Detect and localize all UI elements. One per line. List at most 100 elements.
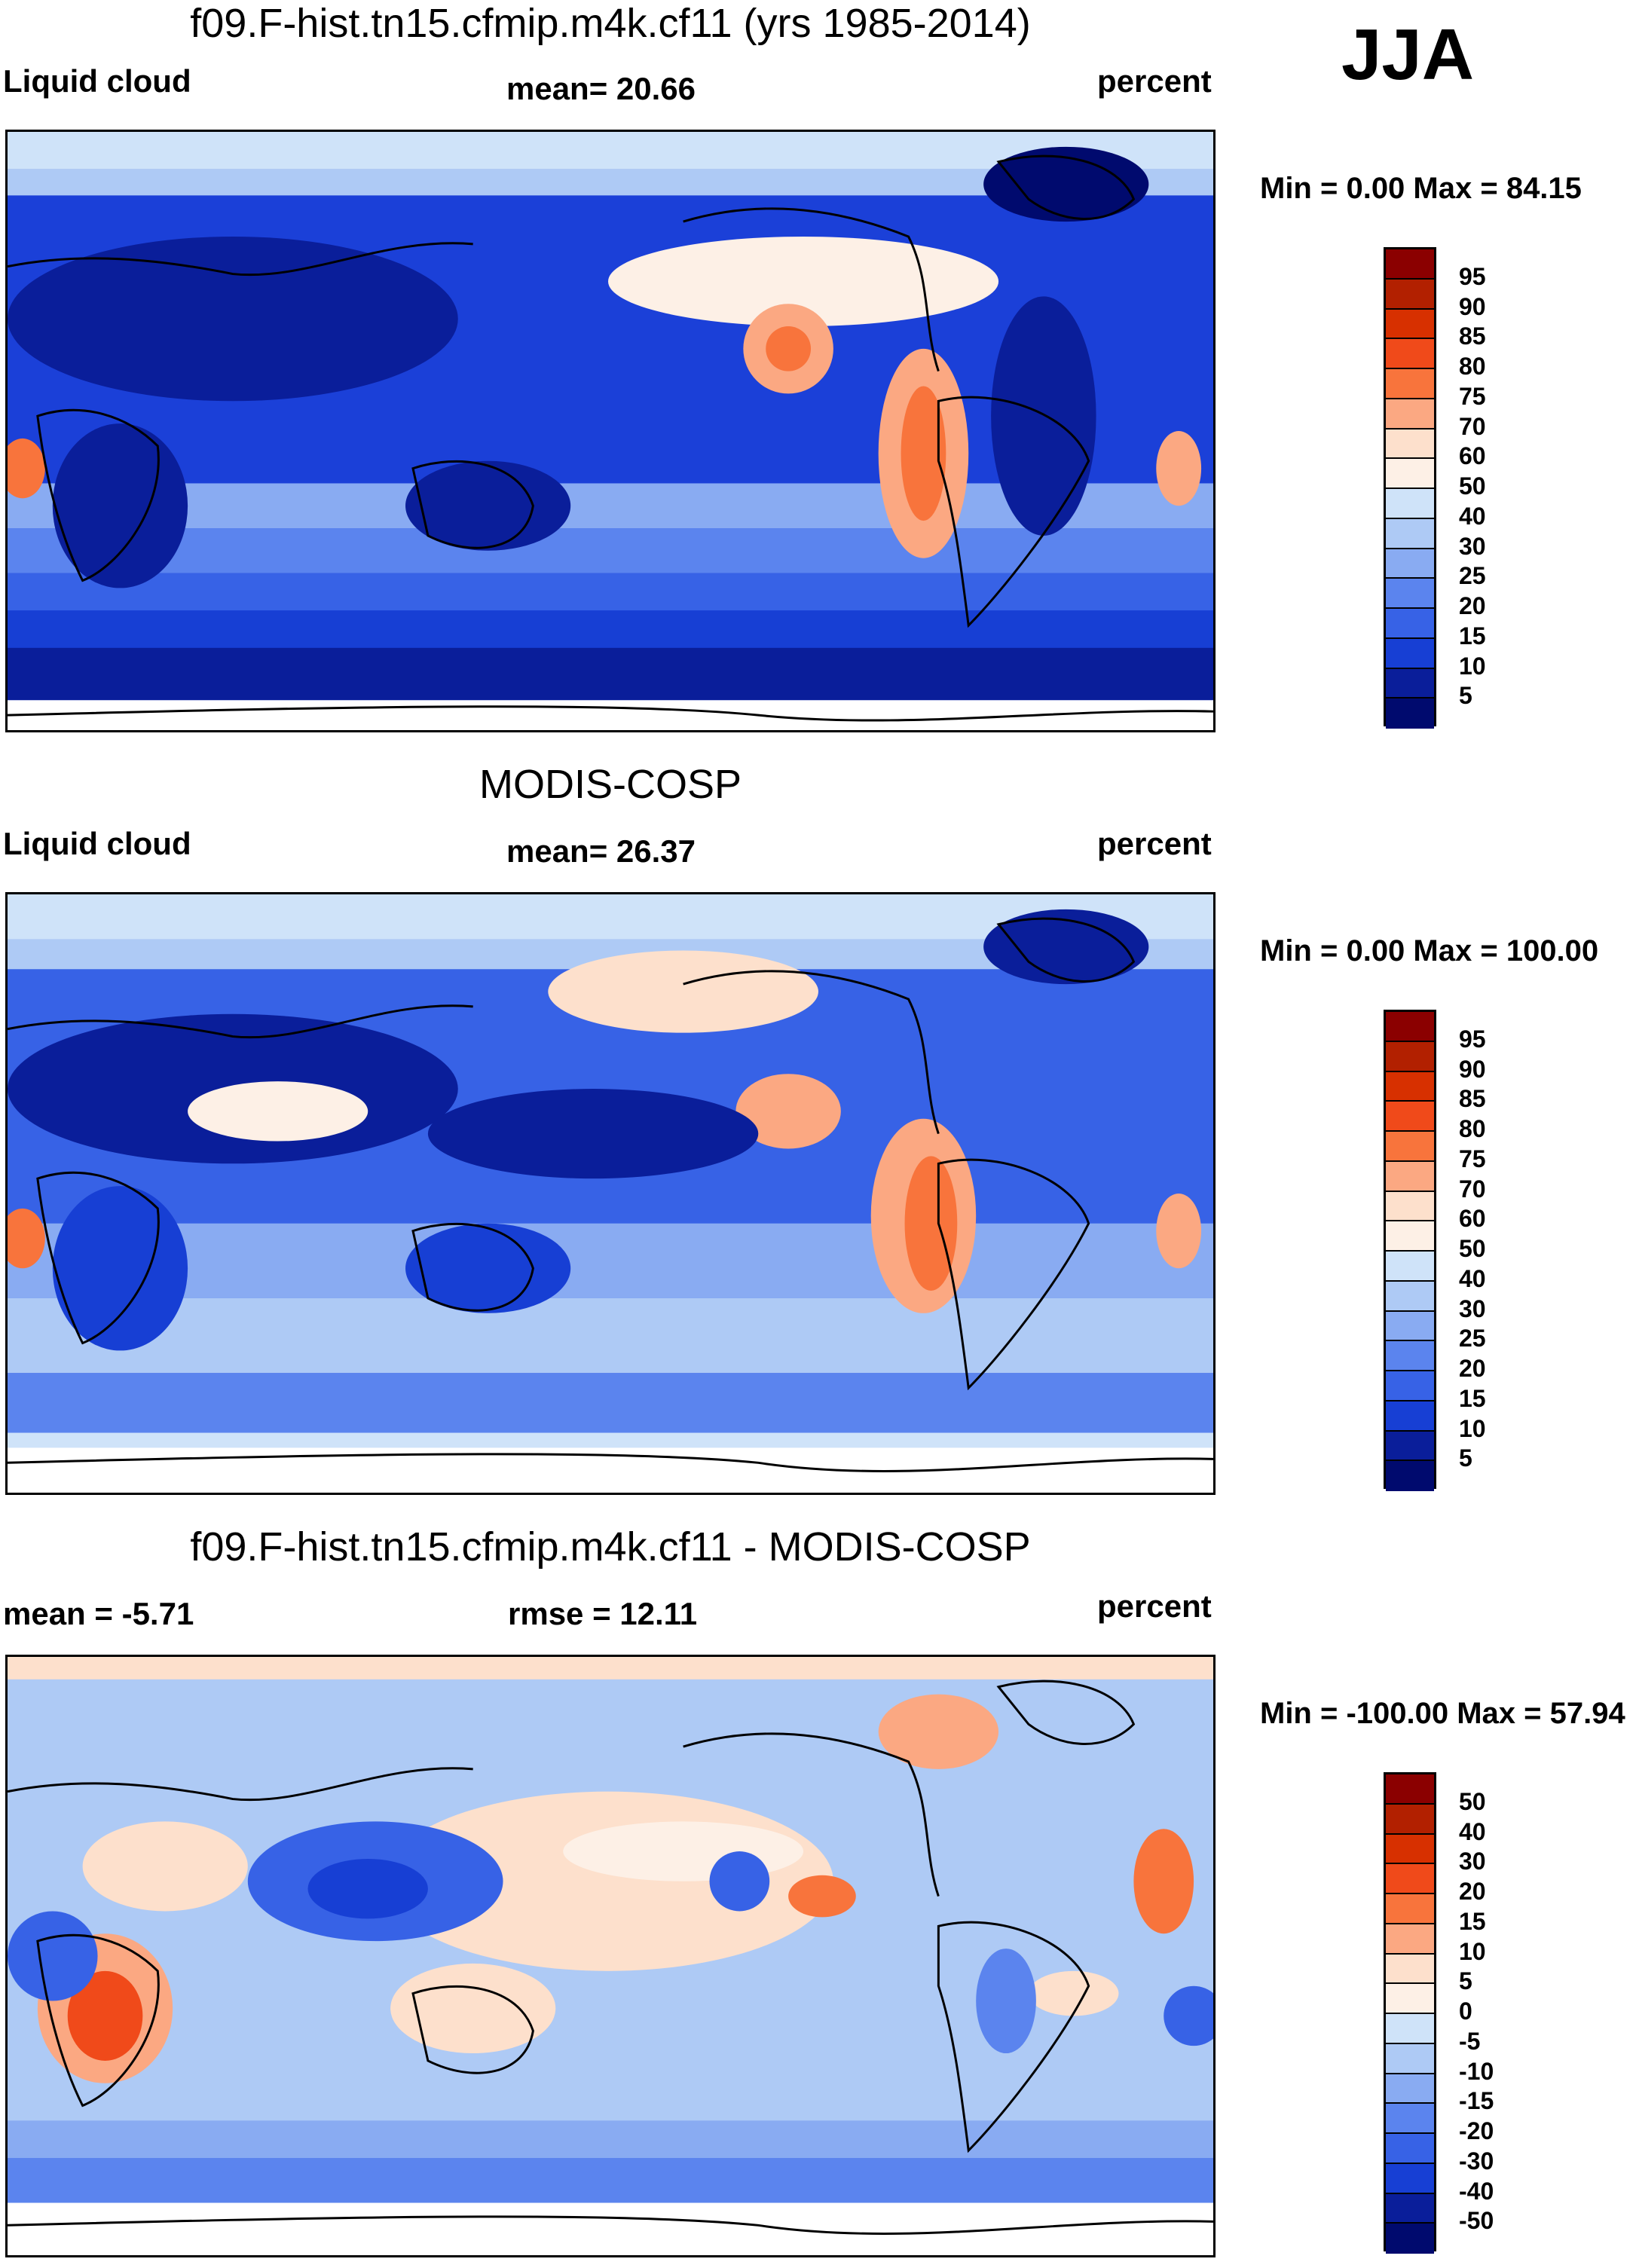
colorbar-swatch xyxy=(1386,668,1434,699)
colorbar-swatch xyxy=(1386,1864,1434,1894)
colorbar-tick-label: 15 xyxy=(1459,1384,1486,1412)
colorbar-swatch xyxy=(1386,1954,1434,1985)
colorbar-swatch xyxy=(1386,429,1434,460)
colorbar-swatch xyxy=(1386,369,1434,399)
colorbar-tick-label: 10 xyxy=(1459,652,1486,680)
colorbar-swatch xyxy=(1386,2014,1434,2044)
colorbar-swatch xyxy=(1386,2134,1434,2164)
colorbar-tick-label: 90 xyxy=(1459,1055,1486,1083)
colorbar-swatch xyxy=(1386,2043,1434,2074)
colorbar-swatch xyxy=(1386,1984,1434,2014)
colorbar-tick-label: 15 xyxy=(1459,1907,1486,1935)
colorbar-tick-label: 5 xyxy=(1459,682,1472,710)
colorbar-swatch xyxy=(1386,1281,1434,1312)
colorbar-swatch xyxy=(1386,459,1434,489)
colorbar-swatch xyxy=(1386,2163,1434,2194)
colorbar-tick-label: -20 xyxy=(1459,2117,1494,2144)
colorbar-swatch xyxy=(1386,1012,1434,1042)
colorbar-swatch xyxy=(1386,1191,1434,1222)
colorbar-tick-label: 10 xyxy=(1459,1414,1486,1442)
min-max-label: Min = 0.00 Max = 100.00 xyxy=(1260,934,1599,967)
colorbar-swatch xyxy=(1386,549,1434,579)
colorbar-swatch xyxy=(1386,1311,1434,1342)
colorbar-tick-label: -50 xyxy=(1459,2207,1494,2235)
colorbar xyxy=(1384,1010,1436,1491)
mean-label: mean = -5.71 xyxy=(3,1596,194,1631)
colorbar-swatch xyxy=(1386,1924,1434,1955)
rmse-label: rmse = 12.11 xyxy=(508,1596,698,1631)
units-label: percent xyxy=(1097,63,1212,99)
mean-label: mean= 20.66 xyxy=(506,71,696,106)
colorbar-swatch xyxy=(1386,2104,1434,2134)
colorbar-swatch xyxy=(1386,1804,1434,1835)
map-plot xyxy=(5,130,1216,732)
panel-title: f09.F-hist.tn15.cfmip.m4k.cf11 - MODIS-C… xyxy=(190,1524,1031,1570)
colorbar xyxy=(1384,1772,1436,2254)
colorbar-swatch xyxy=(1386,2074,1434,2104)
colorbar-swatch xyxy=(1386,1132,1434,1162)
colorbar-tick-label: 15 xyxy=(1459,622,1486,650)
colorbar-tick-label: 75 xyxy=(1459,1145,1486,1172)
variable-label: Liquid cloud xyxy=(3,63,191,99)
colorbar-tick-label: 40 xyxy=(1459,1264,1486,1292)
units-label: percent xyxy=(1097,826,1212,861)
colorbar-tick-label: 5 xyxy=(1459,1967,1472,1995)
colorbar-tick-label: -40 xyxy=(1459,2177,1494,2205)
colorbar-swatch xyxy=(1386,1461,1434,1491)
colorbar-swatch xyxy=(1386,249,1434,280)
min-max-label: Min = 0.00 Max = 84.15 xyxy=(1260,172,1582,205)
colorbar-tick-label: 85 xyxy=(1459,1085,1486,1113)
variable-label: Liquid cloud xyxy=(3,826,191,861)
panel-title: f09.F-hist.tn15.cfmip.m4k.cf11 (yrs 1985… xyxy=(190,1,1031,46)
colorbar-tick-label: 25 xyxy=(1459,1325,1486,1353)
colorbar-tick-label: 30 xyxy=(1459,1848,1486,1875)
colorbar-swatch xyxy=(1386,1431,1434,1462)
colorbar-tick-label: 90 xyxy=(1459,292,1486,320)
units-label: percent xyxy=(1097,1588,1212,1624)
colorbar-tick-label: -30 xyxy=(1459,2147,1494,2175)
map-plot xyxy=(5,892,1216,1495)
mean-label: mean= 26.37 xyxy=(506,833,696,869)
min-max-label: Min = -100.00 Max = 57.94 xyxy=(1260,1697,1625,1730)
colorbar-tick-label: 20 xyxy=(1459,1878,1486,1905)
colorbar-tick-label: 30 xyxy=(1459,532,1486,560)
colorbar-swatch xyxy=(1386,399,1434,429)
colorbar-swatch xyxy=(1386,1774,1434,1805)
colorbar-swatch xyxy=(1386,1401,1434,1432)
colorbar-tick-label: 75 xyxy=(1459,382,1486,410)
colorbar-tick-label: -5 xyxy=(1459,2027,1481,2055)
colorbar-tick-label: 10 xyxy=(1459,1937,1486,1965)
colorbar-swatch xyxy=(1386,1161,1434,1192)
colorbar-tick-label: 20 xyxy=(1459,592,1486,619)
colorbar-tick-label: 80 xyxy=(1459,1115,1486,1142)
colorbar-tick-label: 70 xyxy=(1459,1175,1486,1203)
colorbar-tick-label: 30 xyxy=(1459,1294,1486,1322)
colorbar-swatch xyxy=(1386,1371,1434,1401)
colorbar-tick-label: 60 xyxy=(1459,442,1486,470)
colorbar-tick-label: 0 xyxy=(1459,1997,1472,2025)
colorbar-tick-label: -10 xyxy=(1459,2057,1494,2085)
colorbar-swatch xyxy=(1386,339,1434,369)
map-plot xyxy=(5,1655,1216,2257)
colorbar-tick-label: 25 xyxy=(1459,562,1486,590)
colorbar-tick-label: 95 xyxy=(1459,262,1486,290)
colorbar-tick-label: 50 xyxy=(1459,472,1486,500)
colorbar-tick-label: 85 xyxy=(1459,322,1486,350)
colorbar xyxy=(1384,247,1436,729)
colorbar-swatch xyxy=(1386,1102,1434,1132)
colorbar-swatch xyxy=(1386,489,1434,519)
colorbar-tick-label: 80 xyxy=(1459,353,1486,380)
colorbar-tick-label: 50 xyxy=(1459,1787,1486,1815)
colorbar-swatch xyxy=(1386,2224,1434,2254)
colorbar-tick-label: 60 xyxy=(1459,1205,1486,1233)
colorbar-tick-label: 5 xyxy=(1459,1444,1472,1472)
colorbar-swatch xyxy=(1386,609,1434,639)
colorbar-swatch xyxy=(1386,698,1434,729)
colorbar-swatch xyxy=(1386,309,1434,340)
season-label: JJA xyxy=(1341,14,1475,95)
colorbar-swatch xyxy=(1386,1252,1434,1282)
colorbar-tick-label: 40 xyxy=(1459,1817,1486,1845)
colorbar-tick-label: 20 xyxy=(1459,1355,1486,1382)
colorbar-swatch xyxy=(1386,1071,1434,1102)
colorbar-swatch xyxy=(1386,279,1434,310)
